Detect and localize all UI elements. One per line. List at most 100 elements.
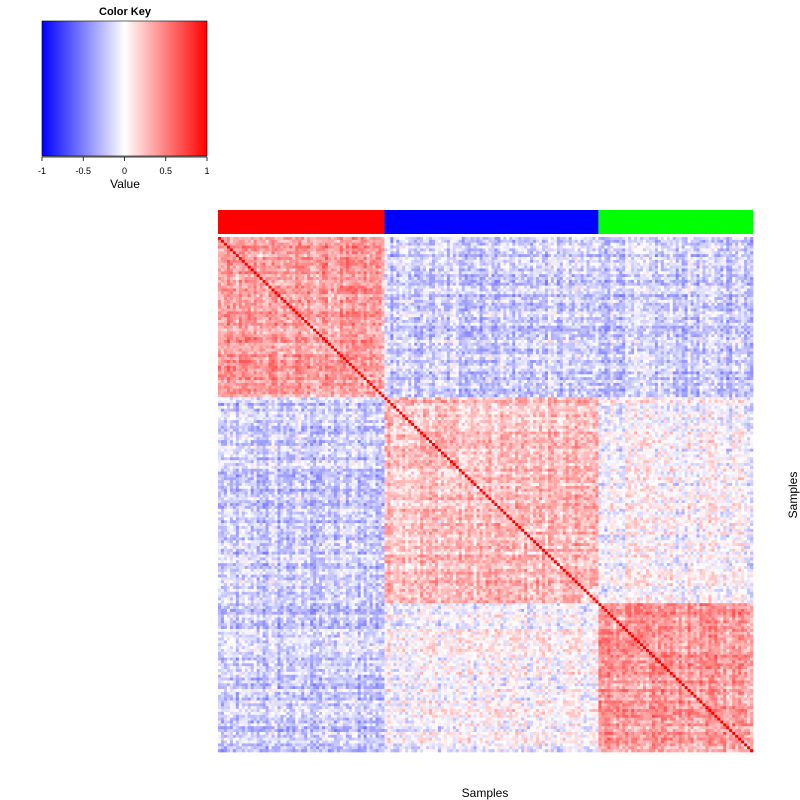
heatmap-cell xyxy=(503,285,507,289)
heatmap-cell xyxy=(482,297,486,301)
heatmap-cell xyxy=(536,314,540,318)
heatmap-cell xyxy=(518,305,522,309)
heatmap-cell xyxy=(304,245,308,249)
heatmap-cell xyxy=(488,248,492,252)
heatmap-cell xyxy=(250,282,255,286)
heatmap-cell xyxy=(420,297,424,301)
heatmap-cell xyxy=(717,259,721,264)
heatmap-cell xyxy=(244,248,249,252)
heatmap-cell xyxy=(220,305,225,309)
heatmap-cell xyxy=(518,299,522,304)
heatmap-cell xyxy=(643,268,647,272)
heatmap-cell xyxy=(325,239,329,244)
heatmap-cell xyxy=(518,251,522,255)
heatmap-cell xyxy=(381,305,385,309)
heatmap-cell xyxy=(280,251,284,255)
heatmap-cell xyxy=(238,294,243,298)
heatmap-cell xyxy=(250,242,255,246)
heatmap-cell xyxy=(663,279,668,284)
heatmap-cell xyxy=(705,311,709,315)
heatmap-cell xyxy=(530,242,534,246)
heatmap-cell xyxy=(708,305,712,309)
heatmap-cell xyxy=(744,294,748,298)
heatmap-cell xyxy=(717,294,721,298)
heatmap-cell xyxy=(256,311,260,315)
heatmap-cell xyxy=(354,288,359,292)
heatmap-cell xyxy=(319,245,323,249)
heatmap-cell xyxy=(595,251,599,255)
heatmap-cell xyxy=(229,274,234,278)
heatmap-cell xyxy=(583,308,587,312)
heatmap-cell xyxy=(723,245,727,249)
heatmap-cell xyxy=(301,248,305,252)
heatmap-cell xyxy=(307,245,311,249)
heatmap-cell xyxy=(330,299,335,304)
heatmap-cell xyxy=(253,239,257,244)
heatmap-cell xyxy=(280,242,284,246)
heatmap-cell xyxy=(589,265,593,269)
heatmap-cell xyxy=(426,248,430,252)
heatmap-cell xyxy=(271,308,275,312)
heatmap-cell xyxy=(678,251,683,255)
heatmap-cell xyxy=(604,239,608,244)
heatmap-cell xyxy=(672,257,677,261)
heatmap-cell xyxy=(330,242,335,246)
heatmap-cell xyxy=(330,265,335,269)
heatmap-cell xyxy=(660,242,665,246)
heatmap-cell xyxy=(325,305,329,309)
heatmap-cell xyxy=(402,262,406,266)
heatmap-cell xyxy=(283,285,287,289)
heatmap-cell xyxy=(289,302,293,307)
heatmap-cell xyxy=(741,265,745,269)
heatmap-cell xyxy=(262,262,266,266)
heatmap-cell xyxy=(744,265,748,269)
heatmap-cell xyxy=(500,274,504,278)
heatmap-cell xyxy=(405,242,409,246)
heatmap-cell xyxy=(464,294,469,298)
heatmap-cell xyxy=(366,268,370,272)
heatmap-cell xyxy=(250,299,255,304)
heatmap-cell xyxy=(693,254,697,258)
heatmap-cell xyxy=(295,285,299,289)
heatmap-cell xyxy=(229,282,234,286)
heatmap-cell xyxy=(556,257,561,261)
heatmap-cell xyxy=(539,248,543,252)
heatmap-cell xyxy=(533,285,537,289)
heatmap-cell xyxy=(429,291,433,295)
heatmap-cell xyxy=(345,277,350,281)
heatmap-cell xyxy=(684,259,688,264)
heatmap-cell xyxy=(726,299,730,304)
heatmap-cell xyxy=(387,242,391,246)
heatmap-cell xyxy=(339,265,344,269)
heatmap-cell xyxy=(634,245,638,249)
heatmap-cell xyxy=(235,271,240,275)
heatmap-cell xyxy=(527,268,531,272)
heatmap-cell xyxy=(402,299,406,304)
heatmap-cell xyxy=(598,271,602,275)
heatmap-cell xyxy=(396,277,400,281)
heatmap-cell xyxy=(253,262,257,266)
heatmap-cell xyxy=(637,239,641,244)
heatmap-cell xyxy=(339,314,344,318)
heatmap-cell xyxy=(699,239,703,244)
heatmap-cell xyxy=(637,288,641,292)
heatmap-cell xyxy=(669,271,674,275)
heatmap-cell xyxy=(723,277,727,281)
heatmap-cell xyxy=(259,314,263,318)
heatmap-cell xyxy=(619,248,623,252)
heatmap-cell xyxy=(313,274,317,278)
heatmap-cell xyxy=(363,254,367,258)
heatmap-cell xyxy=(720,259,724,264)
heatmap-cell xyxy=(577,305,581,309)
heatmap-cell xyxy=(345,288,350,292)
heatmap-cell xyxy=(544,291,549,295)
heatmap-cell xyxy=(432,305,436,309)
heatmap-cell xyxy=(643,259,647,264)
heatmap-cell xyxy=(604,277,608,281)
heatmap-cell xyxy=(571,239,576,244)
heatmap-cell xyxy=(470,242,474,246)
heatmap-cell xyxy=(265,237,269,241)
heatmap-cell xyxy=(360,251,364,255)
heatmap-cell xyxy=(634,302,638,307)
heatmap-cell xyxy=(473,274,477,278)
